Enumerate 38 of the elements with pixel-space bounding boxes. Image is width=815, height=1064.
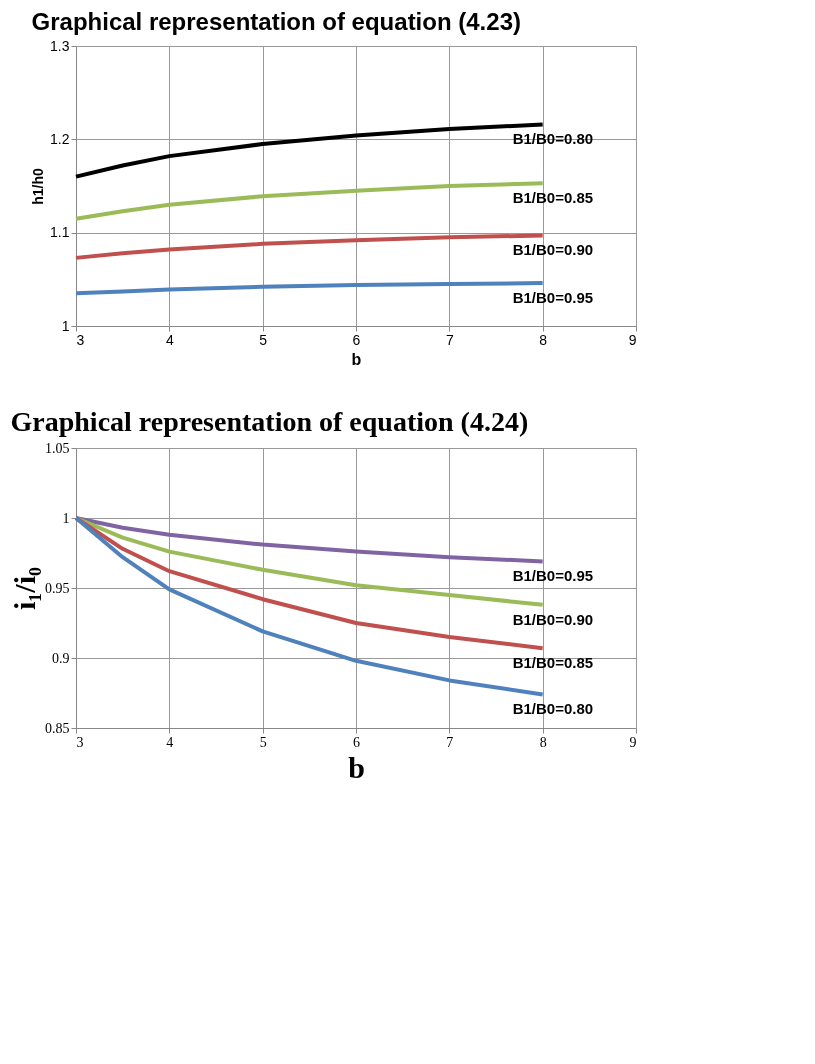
x-tick-label: 3 <box>76 734 84 750</box>
series-label: B1/B0=0.80 <box>512 700 594 718</box>
y-tick-label: 0.85 <box>45 720 70 736</box>
chart-title: Graphical representation of equation (4.23) <box>31 8 521 35</box>
series-label: B1/B0=0.90 <box>512 241 594 259</box>
y-tick-label: 0.9 <box>52 650 70 666</box>
x-axis-title: b <box>351 350 362 368</box>
y-tick-label: 0.95 <box>45 580 70 596</box>
y-tick-label: 1.3 <box>50 37 70 54</box>
x-tick-label: 9 <box>629 734 637 750</box>
x-tick-label: 4 <box>166 734 174 750</box>
y-axis-title: i₁/i₀ <box>8 567 41 610</box>
series-label: B1/B0=0.95 <box>512 289 594 307</box>
x-tick-label: 5 <box>259 331 268 348</box>
x-tick-label: 6 <box>352 331 361 348</box>
series-label: B1/B0=0.90 <box>512 610 594 628</box>
y-tick-label: 1 <box>61 317 70 334</box>
y-tick-label: 1.1 <box>50 224 70 241</box>
y-tick-label: 1.2 <box>50 130 70 147</box>
x-axis-title: b <box>348 750 365 784</box>
y-tick-label: 1.05 <box>45 440 70 456</box>
x-tick-label: 3 <box>76 331 85 348</box>
x-tick-label: 5 <box>259 734 267 750</box>
chart-title: Graphical representation of equation (4.24) <box>10 406 529 437</box>
x-tick-label: 8 <box>539 331 548 348</box>
x-tick-label: 7 <box>446 734 454 750</box>
x-tick-label: 9 <box>628 331 637 348</box>
x-tick-label: 4 <box>165 331 174 348</box>
series-label: B1/B0=0.80 <box>512 130 594 148</box>
x-tick-label: 8 <box>539 734 547 750</box>
series-label: B1/B0=0.95 <box>512 567 594 585</box>
x-tick-label: 7 <box>445 331 454 348</box>
x-tick-label: 6 <box>353 734 360 750</box>
series-label: B1/B0=0.85 <box>512 189 594 207</box>
line-series <box>74 516 545 564</box>
series-label: B1/B0=0.85 <box>512 654 594 672</box>
y-tick-label: 1 <box>62 510 70 526</box>
y-axis-title: h1/h0 <box>30 168 47 205</box>
